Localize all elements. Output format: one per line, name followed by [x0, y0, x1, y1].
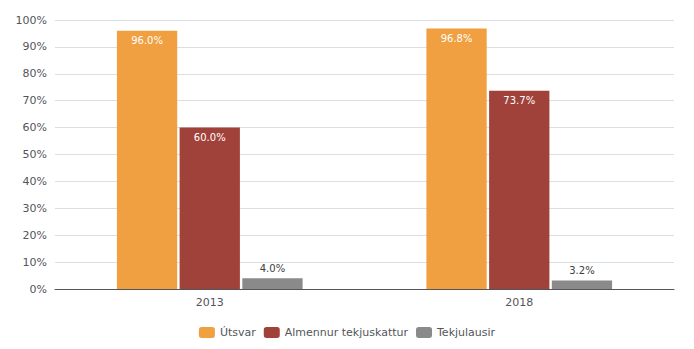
svg-text:50%: 50% — [23, 148, 47, 161]
svg-text:40%: 40% — [23, 175, 47, 188]
svg-text:20%: 20% — [23, 229, 47, 242]
svg-text:60.0%: 60.0% — [194, 132, 226, 143]
svg-text:70%: 70% — [23, 94, 47, 107]
svg-text:2018: 2018 — [505, 296, 533, 309]
svg-text:10%: 10% — [23, 256, 47, 269]
svg-text:100%: 100% — [16, 14, 47, 27]
svg-text:4.0%: 4.0% — [260, 263, 285, 274]
svg-text:73.7%: 73.7% — [503, 95, 535, 106]
svg-text:Almennur tekjuskattur: Almennur tekjuskattur — [285, 326, 409, 339]
svg-text:0%: 0% — [30, 283, 47, 296]
svg-text:90%: 90% — [23, 40, 47, 53]
svg-text:80%: 80% — [23, 67, 47, 80]
svg-text:60%: 60% — [23, 121, 47, 134]
svg-text:3.2%: 3.2% — [569, 265, 594, 276]
svg-text:Útsvar: Útsvar — [220, 326, 256, 339]
svg-text:96.8%: 96.8% — [441, 33, 473, 44]
svg-text:2013: 2013 — [196, 296, 224, 309]
svg-text:Tekjulausir: Tekjulausir — [436, 326, 496, 339]
svg-text:96.0%: 96.0% — [131, 35, 163, 46]
svg-text:30%: 30% — [23, 202, 47, 215]
